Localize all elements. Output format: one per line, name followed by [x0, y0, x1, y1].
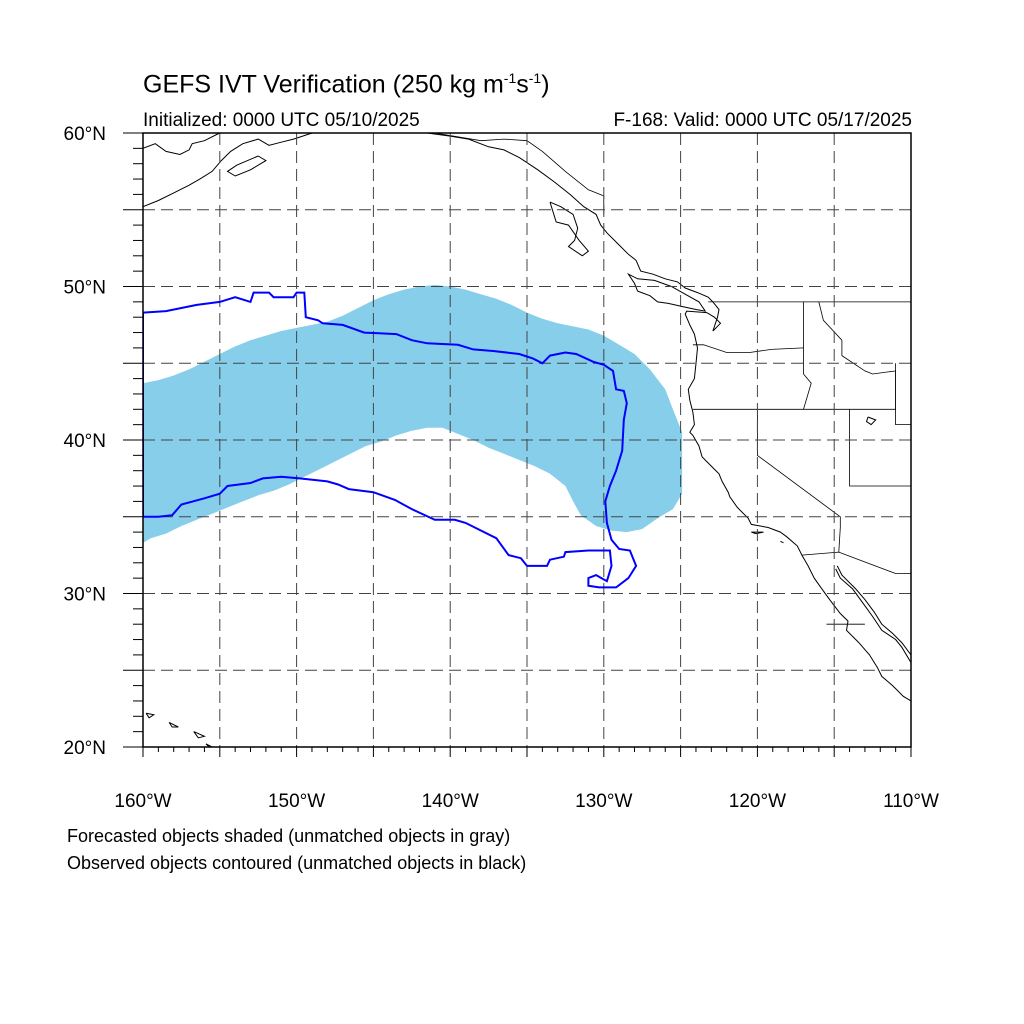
- title-main: GEFS IVT Verification (250 kg m: [143, 70, 504, 99]
- x-tick-label: 140°W: [422, 791, 479, 812]
- forecast-note: Forecasted objects shaded (unmatched obj…: [67, 826, 511, 846]
- political-border: [818, 301, 896, 410]
- y-tick-label: 30°N: [64, 585, 106, 606]
- political-border: [434, 133, 605, 215]
- x-tick-label: 130°W: [575, 791, 632, 812]
- observed-note: Observed objects contoured (unmatched ob…: [67, 853, 527, 873]
- coastline: [193, 731, 206, 739]
- observed-object: [143, 291, 638, 589]
- title-exponent-2: -1: [528, 70, 542, 86]
- coastline: [626, 272, 707, 312]
- y-tick-label: 40°N: [64, 431, 106, 452]
- x-tick-label: 150°W: [268, 791, 325, 812]
- coastline: [427, 133, 722, 436]
- political-border: [757, 409, 841, 553]
- valid-time: F-168: Valid: 0000 UTC 05/17/2025: [613, 110, 912, 131]
- initialized-time: Initialized: 0000 UTC 05/10/2025: [143, 110, 420, 131]
- map-title: GEFS IVT Verification (250 kg m-1s-1): [143, 70, 550, 99]
- forecast-object: [143, 285, 683, 543]
- coastline: [692, 435, 911, 702]
- coastline: [836, 565, 911, 656]
- y-tick-label: 20°N: [64, 738, 106, 759]
- coastline: [143, 133, 313, 208]
- title-close: ): [541, 70, 550, 99]
- political-border: [849, 409, 911, 487]
- coastline: [780, 540, 784, 544]
- x-tick-label: 160°W: [114, 791, 171, 812]
- political-border: [803, 301, 812, 410]
- x-tick-label: 110°W: [883, 791, 939, 812]
- coastline: [549, 201, 590, 257]
- coastline: [168, 721, 179, 728]
- y-tick-label: 50°N: [64, 278, 106, 299]
- political-border: [895, 363, 911, 426]
- coastline: [226, 155, 267, 177]
- coastline: [835, 568, 911, 663]
- coastline: [145, 712, 156, 719]
- x-tick-label: 120°W: [729, 791, 786, 812]
- title-exponent-1: -1: [503, 70, 517, 86]
- y-tick-label: 60°N: [64, 124, 106, 145]
- coastline: [865, 416, 877, 426]
- political-border: [692, 344, 804, 353]
- coastline: [143, 133, 221, 156]
- political-border: [801, 551, 911, 574]
- title-units-s: s: [516, 70, 529, 99]
